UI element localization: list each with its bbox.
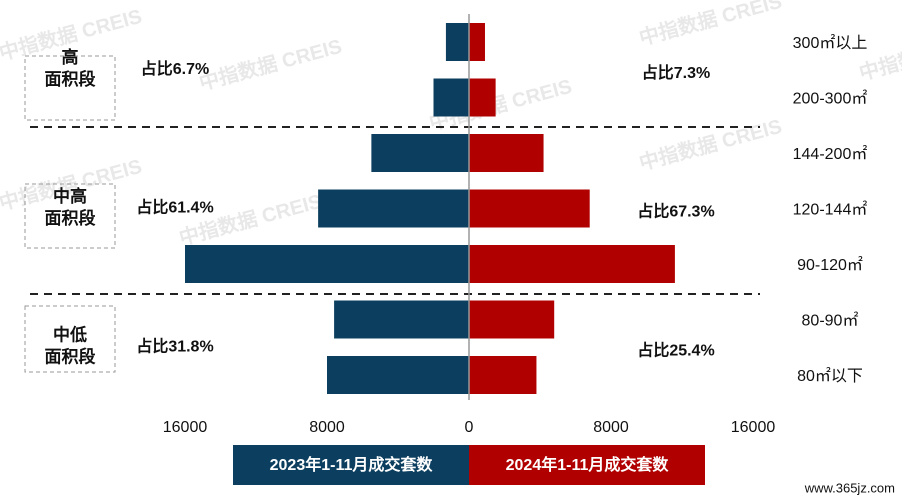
category-label: 200-300㎡ [793,90,868,108]
group-label: 面积段 [45,208,96,228]
legend-swatch [233,445,469,485]
category-label: 144-200㎡ [793,145,868,163]
category-label: 80-90㎡ [802,312,859,330]
group-box [24,55,116,121]
group-box [24,183,116,249]
share-label: 占比67.3% [637,202,714,221]
bar [469,300,555,339]
category-label: 120-144㎡ [793,201,868,219]
bar [469,356,537,394]
watermark: 中指数据 CREIS [176,189,324,250]
watermark: 中指数据 CREIS [856,24,902,85]
bar [185,245,469,283]
share-label: 占比31.8% [136,336,213,355]
category-label: 80㎡以下 [797,367,863,385]
bar [334,300,469,339]
group-label: 面积段 [45,69,96,89]
share-label: 占比61.4% [136,198,213,217]
bar [469,23,485,61]
x-tick-label: 16000 [163,419,208,436]
share-label: 占比25.4% [637,340,714,359]
group-label: 中高 [53,186,87,206]
bar [371,134,469,172]
group-label: 中低 [53,325,87,345]
x-tick-label: 0 [465,419,474,436]
x-tick-label: 8000 [309,419,345,436]
bar [469,134,544,172]
legend-label: 2023年1-11月成交套数 [270,455,434,474]
legend-swatch [469,445,705,485]
legend-label: 2024年1-11月成交套数 [506,455,670,474]
bar [445,23,469,61]
group-label: 面积段 [45,347,96,367]
bar [433,78,469,117]
watermark: 中指数据 CREIS [636,0,784,50]
group-box [24,305,116,373]
watermark: 中指数据 CREIS [196,34,344,95]
group-label: 高 [62,47,79,67]
watermark: 中指数据 CREIS [636,114,784,175]
bar [327,356,469,394]
share-label: 占比6.7% [141,59,209,78]
x-tick-label: 8000 [593,419,629,436]
share-label: 占比7.3% [642,63,710,82]
x-tick-label: 16000 [731,419,776,436]
category-label: 300㎡以上 [793,34,868,52]
site-watermark: www.365jz.com [804,480,895,495]
bar [469,189,590,228]
bar [318,189,469,228]
bar [469,245,675,283]
bar [469,78,496,117]
category-label: 90-120㎡ [797,256,863,274]
